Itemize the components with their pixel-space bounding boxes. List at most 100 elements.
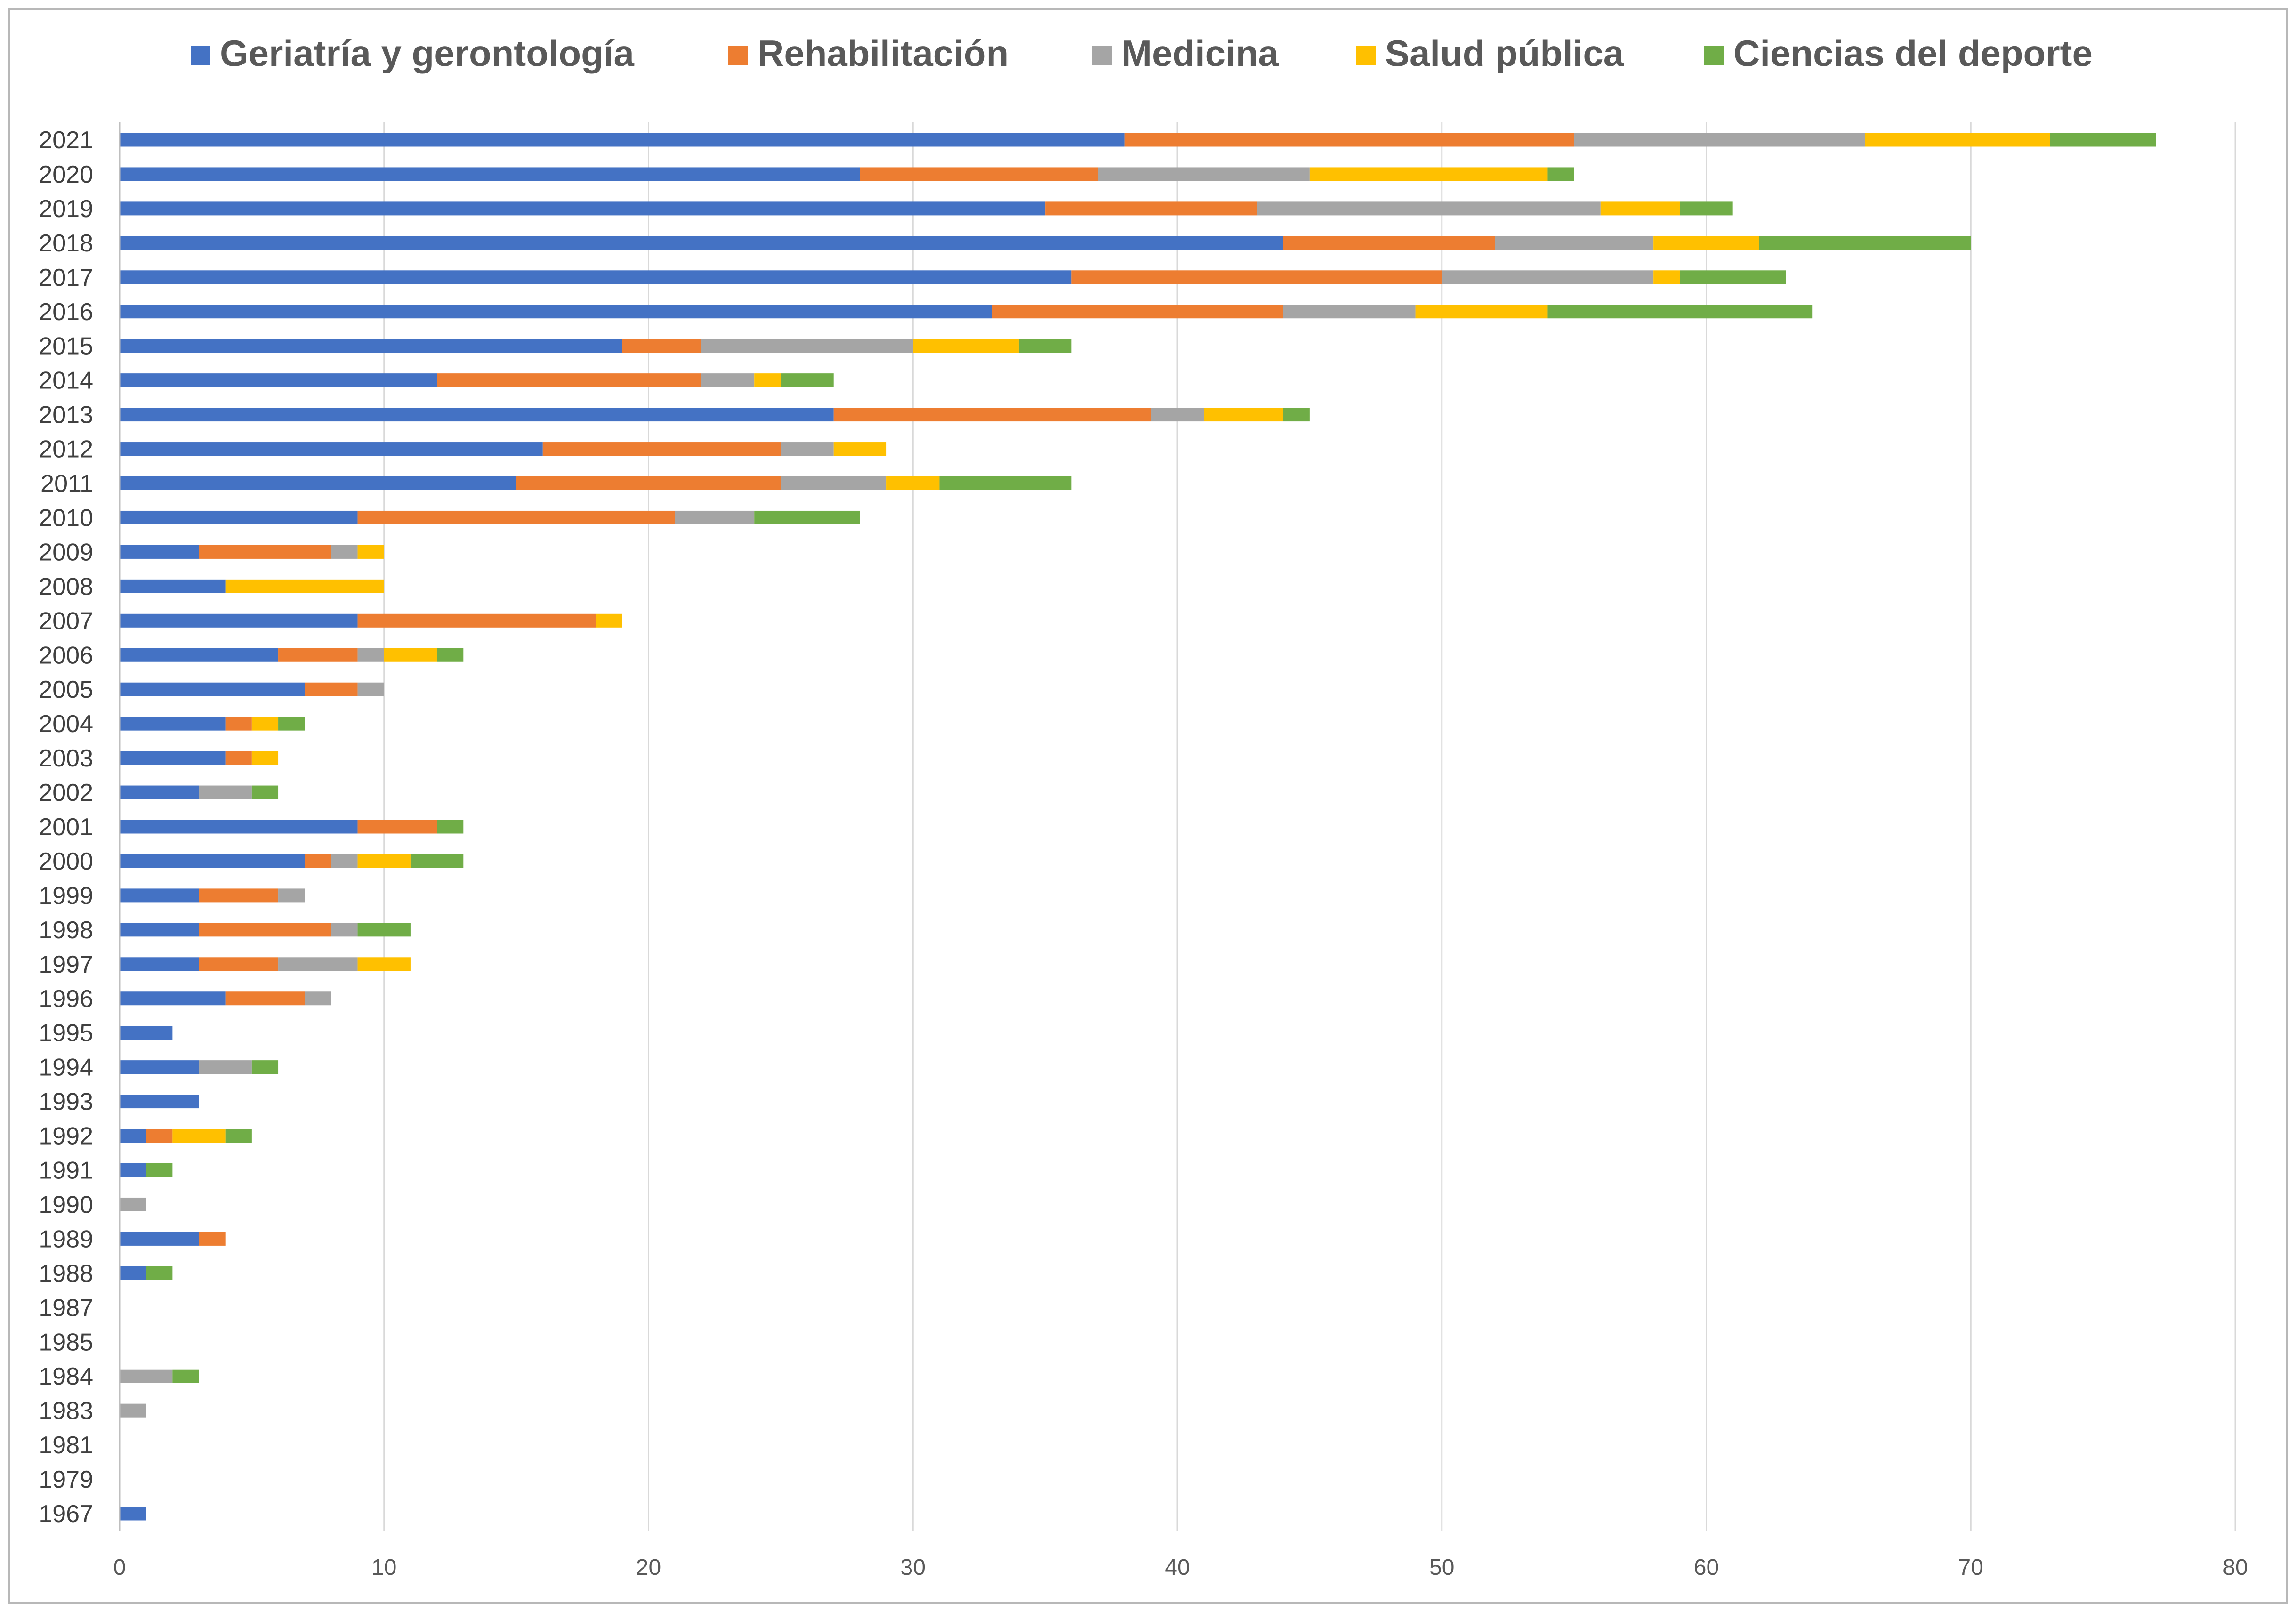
y-category-label: 1998 <box>39 917 93 944</box>
bar-segment <box>120 1369 173 1383</box>
bar-segment <box>146 1129 173 1143</box>
bar-segment <box>357 613 596 628</box>
bar-segment <box>1045 202 1257 216</box>
bar-segment <box>1124 133 1574 147</box>
x-tick-label: 0 <box>113 1555 126 1580</box>
bar-segment <box>701 373 755 387</box>
bar-segment <box>120 476 516 490</box>
bar-segment <box>1653 270 1680 284</box>
y-category-label: 2014 <box>39 367 93 395</box>
bar-segment <box>622 339 701 353</box>
bar-segment <box>199 545 331 559</box>
y-category-label: 2003 <box>39 745 93 772</box>
bar-segment <box>120 1060 199 1074</box>
bar-segment <box>596 613 622 628</box>
y-category-label: 1997 <box>39 951 93 978</box>
bar-segment <box>305 854 331 868</box>
x-tick-label: 60 <box>1694 1555 1719 1580</box>
bar-segment <box>225 717 252 731</box>
y-category-label: 2015 <box>39 333 93 360</box>
bar-segment <box>120 717 226 731</box>
bar-segment <box>199 1232 226 1246</box>
bar-segment <box>120 751 226 765</box>
y-category-label: 1988 <box>39 1260 93 1287</box>
bar-segment <box>754 373 781 387</box>
bar-segment <box>860 167 1098 181</box>
y-category-label: 2001 <box>39 814 93 841</box>
y-category-label: 1993 <box>39 1088 93 1116</box>
bar-segment <box>331 854 358 868</box>
bar-segment <box>120 1197 146 1211</box>
y-category-label: 2012 <box>39 436 93 463</box>
y-category-label: 2010 <box>39 504 93 532</box>
bar-segment <box>225 991 305 1006</box>
y-category-label: 1981 <box>39 1432 93 1459</box>
legend-label: Medicina <box>1121 32 1279 74</box>
bar-segment <box>120 442 543 456</box>
bar-segment <box>120 1026 173 1040</box>
bar-segment <box>1680 270 1786 284</box>
x-tick-label: 50 <box>1429 1555 1454 1580</box>
bar-segment <box>357 923 411 937</box>
x-tick-label: 20 <box>636 1555 661 1580</box>
bar-segment <box>225 1129 252 1143</box>
bar-segment <box>278 957 358 971</box>
bar-segment <box>120 682 305 696</box>
legend-label: Ciencias del deporte <box>1733 32 2093 74</box>
bar-segment <box>1547 167 1574 181</box>
legend-swatch <box>1356 46 1376 65</box>
bar-segment <box>120 236 1283 250</box>
bar-segment <box>1098 167 1310 181</box>
legend-swatch <box>191 46 210 65</box>
bar-segment <box>331 545 358 559</box>
bar-segment <box>675 510 755 524</box>
y-category-label: 2017 <box>39 264 93 291</box>
bar-segment <box>1283 305 1416 319</box>
bar-segment <box>1865 133 2050 147</box>
y-category-label: 1996 <box>39 985 93 1013</box>
legend: Geriatría y gerontología Rehabilitación Me… <box>191 32 2093 74</box>
bar-segment <box>516 476 781 490</box>
bar-segment <box>357 854 411 868</box>
bar-segment <box>1600 202 1680 216</box>
bar-segment <box>146 1266 173 1280</box>
bar-segment <box>120 648 279 662</box>
y-category-label: 1992 <box>39 1123 93 1150</box>
y-category-label: 2019 <box>39 195 93 223</box>
bar-segment <box>172 1369 199 1383</box>
legend-swatch <box>1704 46 1724 65</box>
y-category-label: 1990 <box>39 1191 93 1218</box>
bar-segment <box>331 923 358 937</box>
bar-segment <box>225 751 252 765</box>
y-category-label: 2005 <box>39 676 93 703</box>
bar-segment <box>120 923 199 937</box>
bar-segment <box>278 717 305 731</box>
y-category-label: 2009 <box>39 539 93 566</box>
bar-segment <box>384 648 437 662</box>
bar-segment <box>357 682 384 696</box>
bar-segment <box>1442 270 1654 284</box>
bar-segment <box>278 648 358 662</box>
bar-segment <box>120 545 199 559</box>
bar-segment <box>305 991 331 1006</box>
legend-label: Geriatría y gerontología <box>220 32 634 74</box>
bar-segment <box>120 1129 146 1143</box>
bar-segment <box>701 339 913 353</box>
y-category-label: 2016 <box>39 298 93 326</box>
legend-swatch <box>728 46 748 65</box>
bar-segment <box>833 442 887 456</box>
bar-segment <box>120 820 358 834</box>
bar-segment <box>754 510 860 524</box>
bar-segment <box>437 820 464 834</box>
bar-segment <box>251 717 279 731</box>
bar-segment <box>1204 408 1283 422</box>
bar-segment <box>357 545 384 559</box>
bar-segment <box>1653 236 1759 250</box>
y-category-label: 1967 <box>39 1500 93 1528</box>
bar-segment <box>120 1507 146 1521</box>
bar-segment <box>357 648 384 662</box>
bar-segment <box>120 957 199 971</box>
bar-segment <box>120 1163 146 1177</box>
bar-segment <box>1071 270 1442 284</box>
